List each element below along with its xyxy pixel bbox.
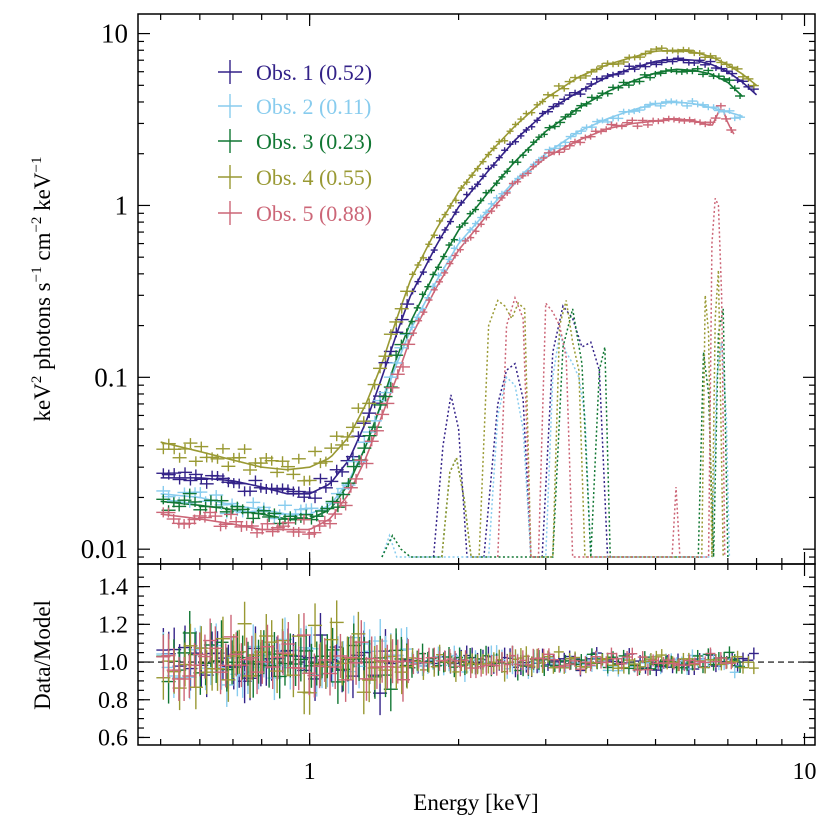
- y-tick-label: 0.01: [81, 534, 128, 564]
- line-model-obs-5: [497, 198, 726, 558]
- spectrum-panel: 0.01 0.1 1 10 Obs. 1 (0.52) Obs. 2 (0.11) O…: [29, 13, 816, 565]
- model-curve-obs-1: [160, 58, 758, 495]
- ratio-axes-frame: [137, 563, 816, 746]
- model-curve-obs-5: [160, 109, 735, 531]
- y-tick-label: 0.8: [98, 688, 128, 714]
- y-tick-label: 0.1: [94, 362, 128, 392]
- legend-label-obs-3: Obs. 3 (0.23): [256, 129, 372, 154]
- y-tick-label: 1: [115, 190, 129, 220]
- spectrum-ticks: 0.01 0.1 1 10: [81, 14, 815, 564]
- y-tick-label: 1.0: [98, 650, 128, 676]
- y-tick-label: 1.4: [98, 575, 128, 601]
- line-model-obs-2: [381, 333, 731, 558]
- legend-label-obs-1: Obs. 1 (0.52): [256, 60, 372, 85]
- legend-entry: Obs. 1 (0.52): [218, 60, 372, 85]
- legend-entry: Obs. 2 (0.11): [218, 94, 371, 119]
- line-model-obs-1: [432, 304, 613, 558]
- y-tick-label: 1.2: [98, 612, 128, 638]
- legend: Obs. 1 (0.52) Obs. 2 (0.11) Obs. 3 (0.23…: [218, 60, 372, 226]
- y-tick-label: 10: [101, 19, 128, 49]
- spectrum-y-axis-label: keV2 photons s−1 cm−2 keV−1: [29, 157, 55, 422]
- line-model-obs-3: [381, 308, 729, 558]
- legend-label-obs-4: Obs. 4 (0.55): [256, 165, 372, 190]
- legend-label-obs-5: Obs. 5 (0.88): [256, 201, 372, 226]
- line-model-obs-4: [441, 270, 724, 558]
- ratio-ticks: 1 10 0.6 0.8 1.0 1.2 1.4: [98, 564, 817, 785]
- legend-label-obs-2: Obs. 2 (0.11): [256, 94, 371, 119]
- x-tick-label: 10: [793, 759, 817, 785]
- spectrum-points: [156, 45, 759, 540]
- x-tick-label: 1: [304, 759, 316, 785]
- model-curve-obs-4: [160, 49, 758, 471]
- ratio-y-axis-label: Data/Model: [30, 600, 55, 710]
- legend-entry: Obs. 5 (0.88): [218, 201, 372, 226]
- ratio-panel: 1 10 0.6 0.8 1.0 1.2 1.4 Data/Model Energy [ke…: [30, 563, 817, 815]
- spectrum-line-models: [381, 198, 731, 558]
- legend-entry: Obs. 4 (0.55): [218, 165, 372, 190]
- y-tick-label: 0.6: [98, 725, 128, 751]
- legend-entry: Obs. 3 (0.23): [218, 129, 372, 154]
- model-curve-obs-2: [160, 101, 743, 515]
- ratio-points: [156, 600, 759, 716]
- x-axis-label: Energy [keV]: [413, 790, 538, 815]
- spectrum-curves: [160, 49, 758, 531]
- model-curve-obs-3: [160, 68, 744, 520]
